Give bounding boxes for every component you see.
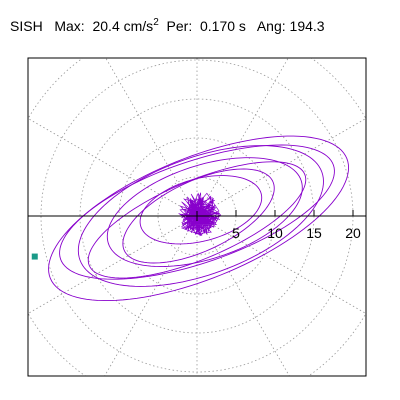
period-value: 0.170 s [200,18,246,34]
orbit-loop [139,175,263,245]
plot-frame [27,57,367,377]
max-label: Max: [54,18,85,34]
max-value: 20.4 [92,18,120,34]
radial-tick-label: 10 [267,225,283,241]
radial-tick-label: 20 [345,225,361,241]
orbit-loop [122,168,275,264]
max-unit: cm/s [123,18,154,34]
central-motion-cluster [178,192,222,237]
polar-grid-spoke [105,58,198,217]
orbit-loop [48,135,350,302]
polar-grid-spoke [196,215,290,376]
chart-title: SISH Max: 20.4 cm/s2 Per: 0.170 s Ang: 1… [10,17,325,34]
station-code: SISH [10,18,43,34]
angle-value: 194.3 [289,18,325,34]
period-label: Per: [166,18,193,34]
polar-grid-spoke [28,118,198,217]
orbit-loop [77,145,324,287]
motion-trace [48,135,350,302]
polar-grid-spoke [28,215,198,314]
peak-marker [31,253,38,260]
angle-label: Ang: [256,18,286,34]
peak-layer [31,253,38,260]
radial-tick-label: 15 [306,225,322,241]
orbit-loop [106,157,303,267]
max-unit-exponent: 2 [153,17,159,28]
tick-labels: 5 10 15 20 [232,225,361,241]
polar-grid-spoke [196,215,366,314]
radial-tick-label: 5 [232,225,240,241]
axis-lines [28,210,366,221]
polar-grid-spoke [196,58,289,217]
orbit-loop [59,144,335,280]
orbit-loop [87,161,307,279]
polar-grid-spoke [196,118,366,217]
